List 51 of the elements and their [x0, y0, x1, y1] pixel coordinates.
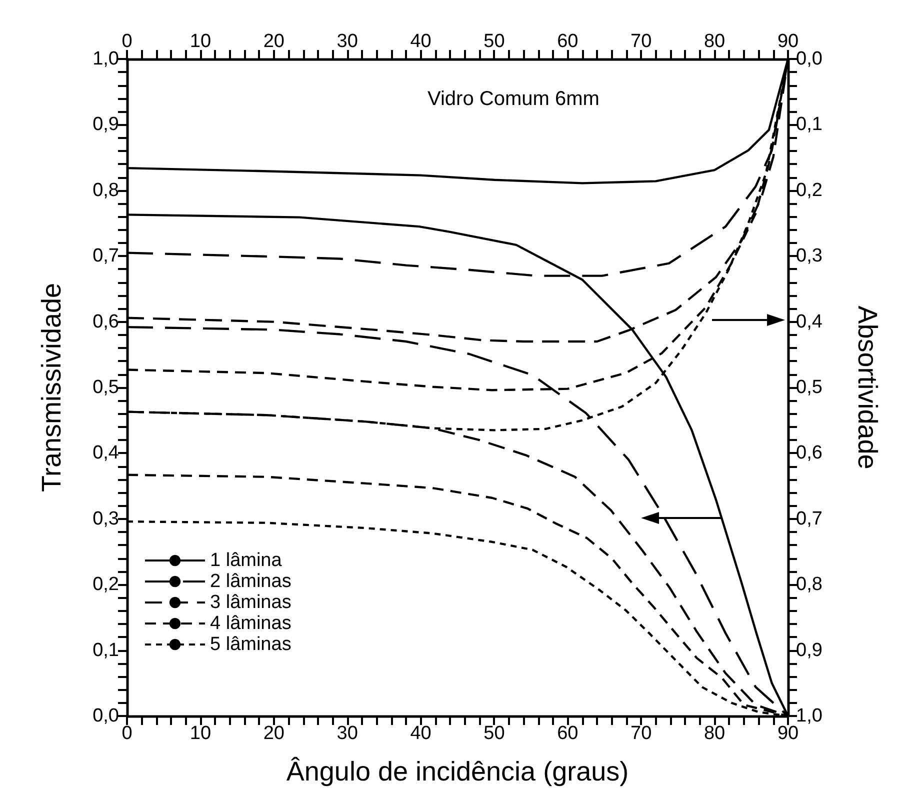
y-tick-label: 0,9 — [92, 114, 119, 136]
y2-tick-label: 0,5 — [796, 377, 822, 398]
y-tick-label: 0,3 — [92, 508, 119, 530]
x2-tick-label: 40 — [410, 31, 432, 52]
x2-tick-label: 0 — [122, 31, 132, 52]
x2-tick-label: 50 — [484, 31, 505, 52]
x-tick-label: 40 — [410, 723, 432, 744]
x2-tick-label: 80 — [704, 31, 726, 52]
y-axis-title: Transmissividade — [36, 282, 66, 492]
y2-tick-label: 0,2 — [796, 180, 822, 201]
legend-label: 3 lâminas — [210, 592, 292, 613]
annotation: Vidro Comum 6mm — [427, 88, 600, 110]
y-tick-label: 0,5 — [92, 377, 119, 398]
y2-tick-label: 0,7 — [796, 508, 822, 530]
x2-tick-label: 10 — [190, 31, 212, 52]
legend-label: 1 lâmina — [210, 550, 282, 571]
x-tick-label: 20 — [263, 723, 284, 744]
x2-tick-label: 90 — [777, 31, 799, 52]
y-tick-label: 1,0 — [92, 48, 119, 70]
x-tick-label: 60 — [557, 723, 578, 744]
y2-tick-label: 0,8 — [796, 574, 822, 596]
legend-label: 2 lâminas — [210, 571, 292, 592]
y2-tick-label: 0,1 — [796, 114, 822, 136]
x-tick-label: 70 — [630, 723, 652, 744]
legend-label: 5 lâminas — [210, 634, 292, 655]
x-tick-label: 50 — [484, 723, 505, 744]
x-tick-label: 10 — [190, 723, 212, 744]
x-axis-title: Ângulo de incidência (graus) — [286, 756, 629, 786]
x2-tick-label: 60 — [557, 31, 578, 52]
legend-label: 4 lâminas — [210, 613, 292, 634]
x2-tick-label: 20 — [263, 31, 284, 52]
x-tick-label: 90 — [777, 723, 799, 744]
y2-tick-label: 0,9 — [796, 640, 822, 661]
y-tick-label: 0,4 — [92, 442, 120, 464]
y2-tick-label: 0,6 — [796, 442, 822, 464]
y-tick-label: 0,7 — [92, 246, 119, 267]
y2-tick-label: 1,0 — [796, 706, 822, 726]
y-tick-label: 0,1 — [92, 640, 119, 661]
y-tick-label: 0,8 — [92, 180, 119, 201]
y-tick-label: 0,2 — [92, 574, 119, 596]
x2-tick-label: 30 — [336, 31, 358, 52]
y2-axis-title: Absortividade — [852, 306, 882, 470]
y-tick-label: 0,6 — [92, 311, 119, 332]
y2-tick-label: 0,0 — [796, 48, 822, 70]
y-tick-label: 0,0 — [92, 706, 119, 726]
x-tick-label: 80 — [704, 723, 726, 744]
y2-tick-label: 0,3 — [796, 246, 822, 267]
x2-tick-label: 70 — [630, 31, 652, 52]
y2-tick-label: 0,4 — [796, 311, 823, 332]
x-tick-label: 30 — [336, 723, 358, 744]
x-tick-label: 0 — [122, 723, 132, 744]
